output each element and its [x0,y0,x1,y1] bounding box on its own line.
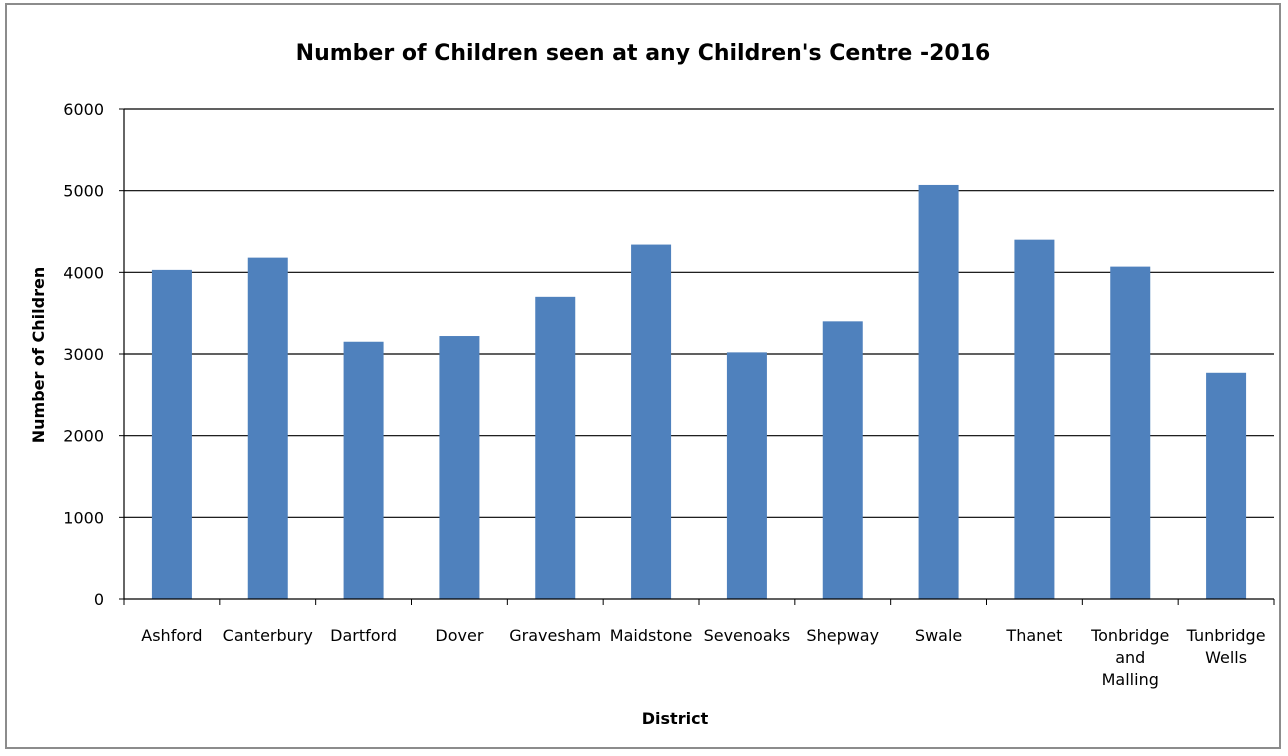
x-tick-label-line: Sevenoaks [704,626,791,645]
chart-title: Number of Children seen at any Children'… [296,41,991,66]
bar [535,296,576,599]
x-tick-label-line: Tunbridge [1186,626,1266,645]
axes [119,108,1275,605]
x-tick-label: Ashford [141,626,202,645]
y-tick-label: 5000 [63,182,104,201]
bar [631,244,672,600]
y-tick-label: 3000 [63,345,104,364]
y-tick-label: 6000 [63,100,104,119]
x-tick-label: Gravesham [509,626,601,645]
x-tick-label-line: Wells [1205,648,1247,667]
x-tick-label-line: Thanet [1005,626,1062,645]
bar [726,352,767,599]
x-tick-label: Swale [915,626,962,645]
x-tick-label: Sevenoaks [704,626,791,645]
bars [151,184,1247,600]
x-tick-label-line: and [1115,648,1145,667]
x-tick-label-line: Swale [915,626,962,645]
x-tick-label: Dartford [330,626,397,645]
bar [1110,266,1151,599]
x-tick-label: Canterbury [223,626,313,645]
x-tick-label: Thanet [1005,626,1062,645]
x-tick-label-line: Maidstone [610,626,693,645]
y-tick-label: 2000 [63,427,104,446]
x-tick-label-line: Shepway [806,626,879,645]
x-tick-label: Shepway [806,626,879,645]
bar [343,341,384,599]
x-tick-label-line: Gravesham [509,626,601,645]
x-tick-label-line: Dartford [330,626,397,645]
bar [918,184,959,599]
gridlines [124,108,1274,518]
bar [439,336,480,599]
x-tick-label-line: Ashford [141,626,202,645]
bar [1014,239,1055,599]
x-tick-label-line: Dover [435,626,483,645]
x-tick-label-line: Canterbury [223,626,313,645]
x-tick-label: Tunbridge Wells [1186,626,1266,667]
x-tick-label-line: Malling [1102,670,1159,689]
bar [151,269,192,599]
y-tick-label: 1000 [63,508,104,527]
bar [247,257,288,599]
bar [822,321,863,599]
bar [1206,372,1247,599]
x-tick-labels: Ashford Canterbury Dartford Dover Gravesham M… [141,626,1265,689]
y-tick-label: 0 [94,590,104,609]
x-tick-label: Dover [435,626,483,645]
x-tick-label-line: Tonbridge [1090,626,1169,645]
y-tick-label: 4000 [63,263,104,282]
y-tick-labels: 0 1000 2000 3000 4000 5000 6000 [63,100,104,609]
x-tick-label: Tonbridge and Malling [1090,626,1169,689]
x-axis-label: District [642,709,709,728]
y-axis-label: Number of Children [29,267,48,443]
x-tick-label: Maidstone [610,626,693,645]
